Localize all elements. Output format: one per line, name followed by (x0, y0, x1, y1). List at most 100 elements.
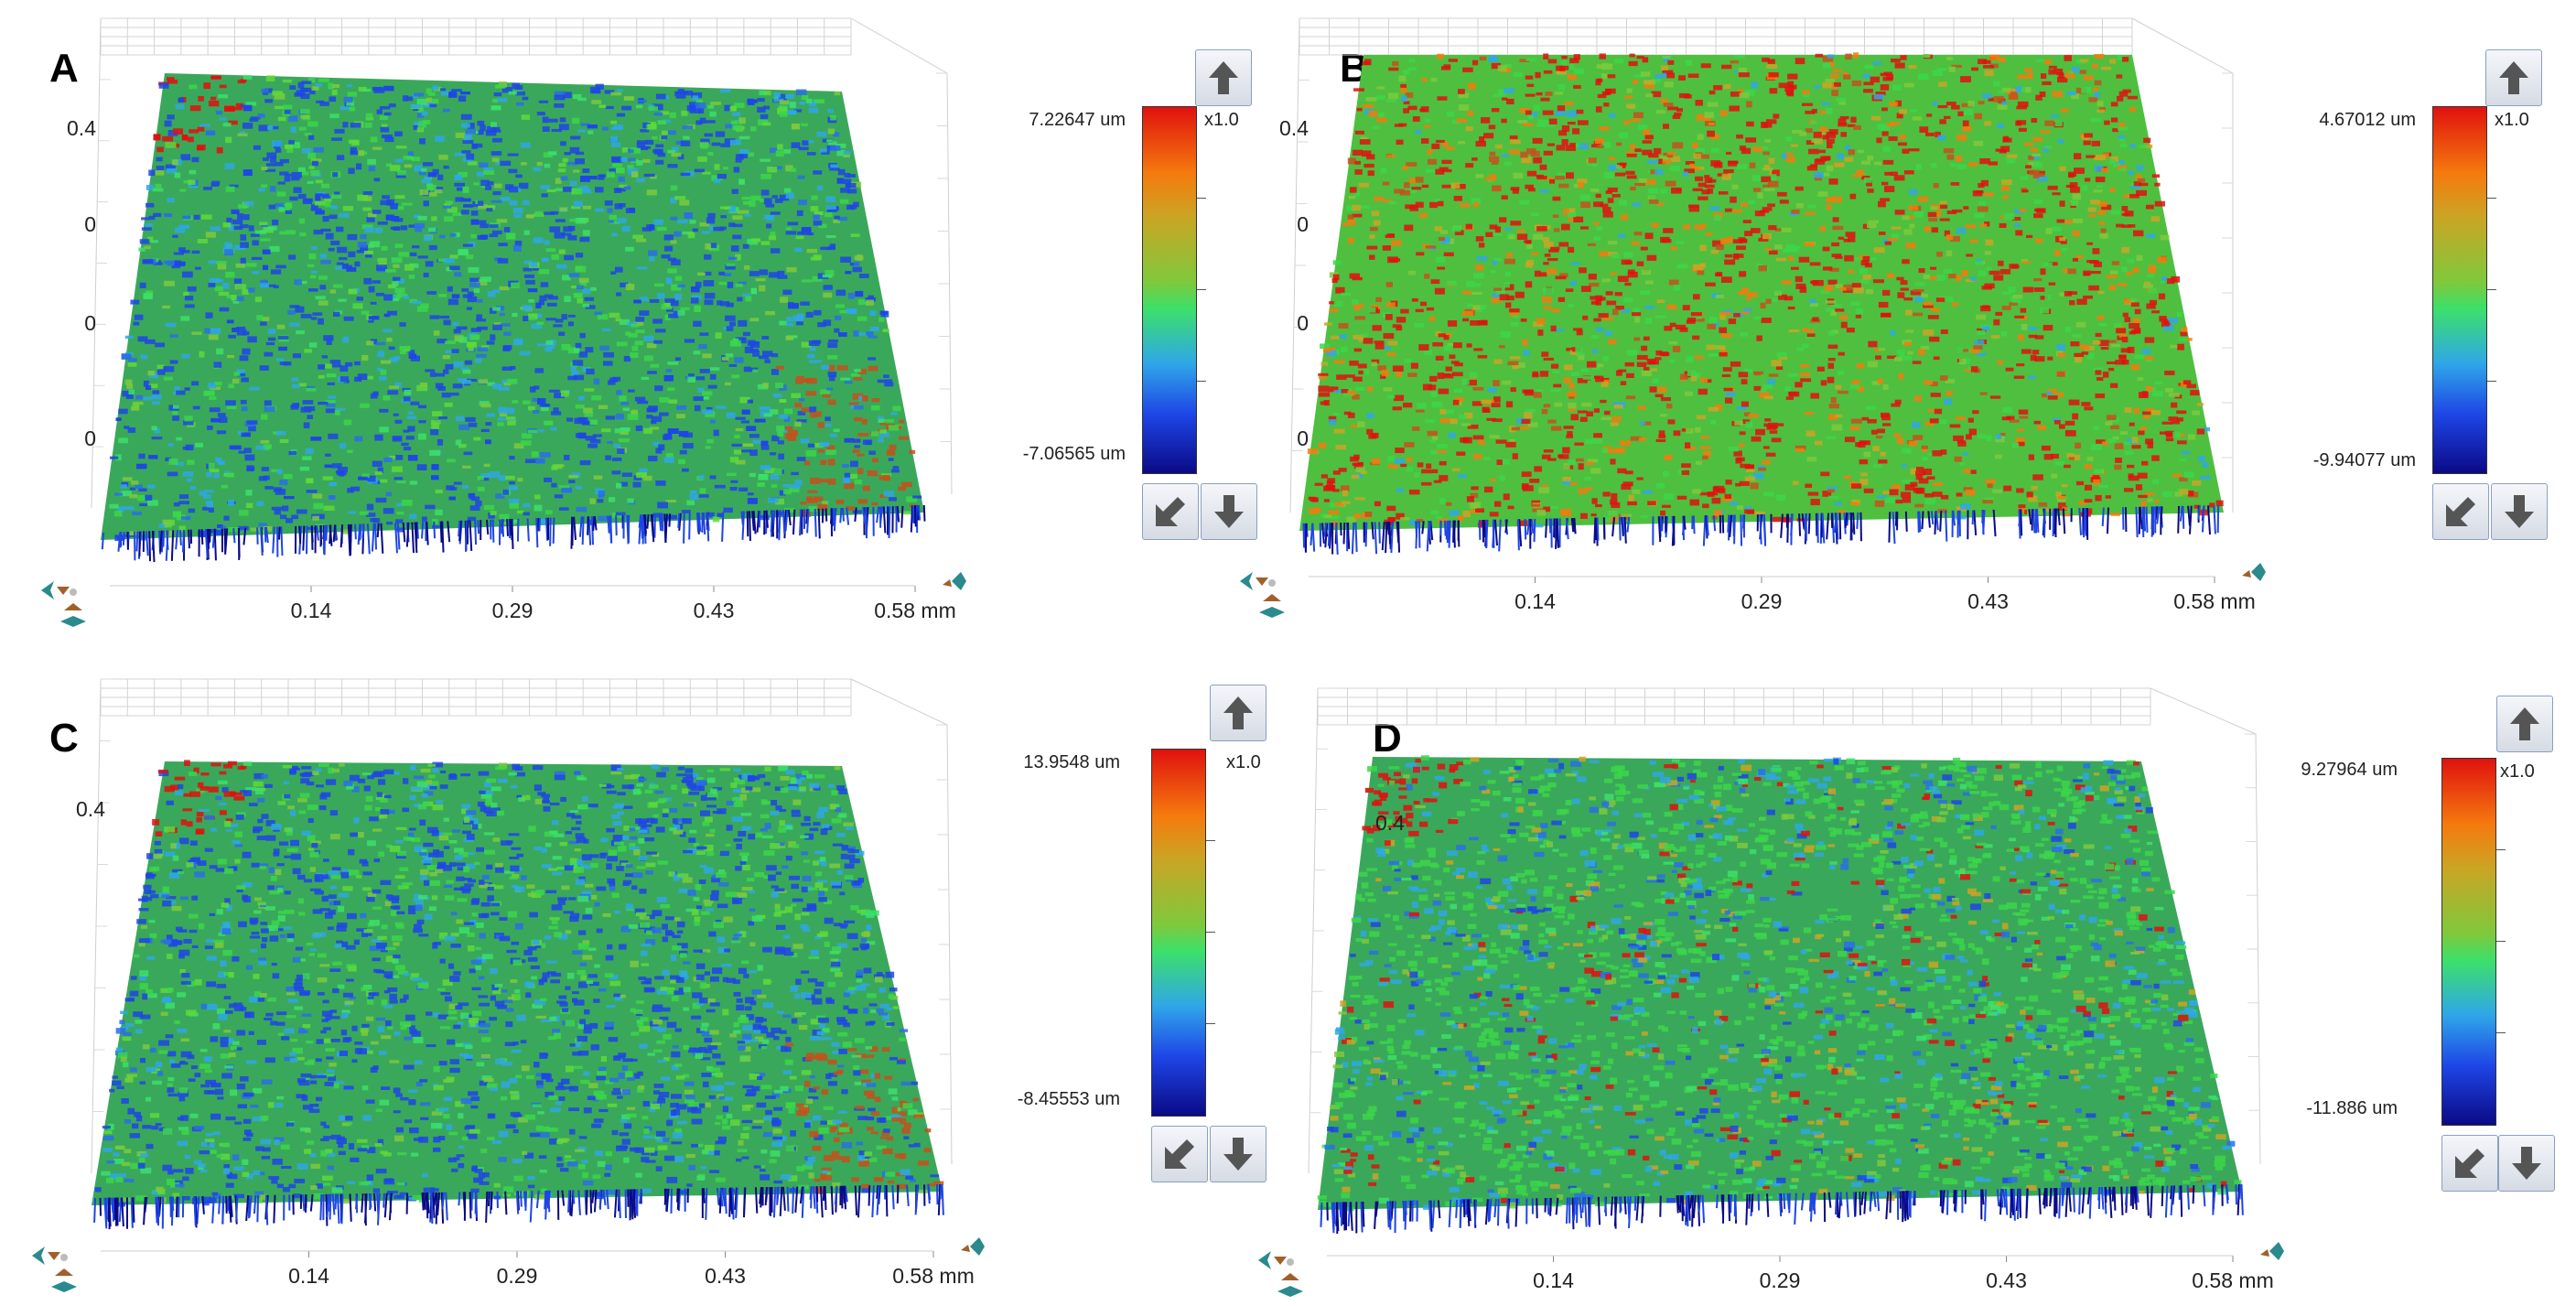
scale-up-button[interactable] (2485, 49, 2542, 106)
scale-reset-button[interactable] (1151, 1126, 1208, 1182)
scale-tick (1197, 289, 1206, 290)
scale-tick (1197, 198, 1206, 199)
y-tick-label: 0.4 (76, 797, 105, 821)
surface-panel-c: C 0.14 0.29 0.43 0.58 mm 0.4 13.9548 um -8.4… (0, 652, 1281, 1292)
x-tick-label: 0.29 (497, 1264, 538, 1288)
x-tick-label: 0.43 (1986, 1268, 2027, 1292)
x-tick-label: 0.58 mm (892, 1264, 974, 1288)
navigation-gizmo-icon[interactable] (943, 572, 966, 590)
arrow-up-icon (2499, 61, 2528, 94)
x-axis: 0.14 0.29 0.43 0.58 mm (1309, 576, 2256, 613)
y-tick-label: 0 (84, 426, 96, 450)
x-tick-label: 0.58 mm (2192, 1268, 2273, 1292)
arrow-up-icon (1209, 61, 1238, 94)
height-scale: 7.22647 um -7.06565 um x1.0 (988, 46, 1318, 595)
panel-letter: C (49, 716, 79, 761)
surface-plot[interactable]: 0.14 0.29 0.43 0.58 mm 0.4 (1258, 652, 2297, 1297)
scale-tick (2487, 381, 2496, 382)
scale-multiplier: x1.0 (2495, 110, 2529, 130)
scale-max-label: 9.27964 um (2301, 760, 2398, 780)
scale-max-label: 13.9548 um (1023, 752, 1120, 772)
bounding-grid (91, 678, 953, 1174)
navigation-gizmo-icon[interactable] (2260, 1242, 2284, 1260)
front-edge-spikes (1320, 1183, 2244, 1235)
x-axis: 0.14 0.29 0.43 0.58 mm (101, 1250, 975, 1288)
height-surface (92, 760, 944, 1207)
arrow-down-left-icon (1165, 1139, 1194, 1169)
color-scale-bar (1142, 106, 1197, 474)
surface-panel-b: B 0.14 0.29 0.43 0.58 mm 0.4 0 0 0 4.67012 um -… (1240, 0, 2571, 641)
navigation-gizmo-icon[interactable] (1258, 1251, 1303, 1297)
scale-max-label: 7.22647 um (1029, 110, 1126, 130)
arrow-down-icon (2512, 1147, 2541, 1180)
scale-down-button[interactable] (2498, 1135, 2555, 1192)
scale-tick (1197, 381, 1206, 382)
height-surface (1299, 52, 2224, 531)
surface-plot[interactable]: 0.14 0.29 0.43 0.58 mm 0.4 (0, 652, 1007, 1292)
color-scale-bar (2441, 758, 2496, 1126)
y-tick-label: 0 (1297, 212, 1309, 236)
color-scale-bar (2432, 106, 2487, 474)
x-tick-label: 0.29 (1741, 589, 1783, 613)
bounding-grid (1308, 687, 2261, 1174)
height-surface (1317, 755, 2242, 1212)
navigation-gizmo-icon[interactable] (32, 1247, 77, 1292)
x-tick-label: 0.43 (1967, 589, 2009, 613)
scale-multiplier: x1.0 (1204, 110, 1239, 130)
front-edge-spikes (1302, 505, 2220, 555)
height-scale: 4.67012 um -9.94077 um x1.0 (2279, 46, 2576, 595)
scale-reset-button[interactable] (1142, 483, 1199, 540)
arrow-up-icon (2510, 707, 2539, 740)
height-surface (101, 73, 924, 542)
navigation-gizmo-icon[interactable] (2242, 563, 2266, 581)
scale-tick (2487, 198, 2496, 199)
navigation-gizmo-icon[interactable] (961, 1237, 985, 1256)
arrow-down-icon (1214, 495, 1244, 528)
scale-tick (1206, 932, 1215, 933)
scale-reset-button[interactable] (2441, 1135, 2498, 1192)
panel-letter: A (49, 46, 79, 91)
y-tick-label: 0 (84, 311, 96, 335)
arrow-down-icon (1223, 1138, 1253, 1171)
x-tick-label: 0.14 (1514, 589, 1556, 613)
x-tick-label: 0.14 (288, 1264, 329, 1288)
y-tick-label: 0 (1297, 311, 1309, 335)
scale-multiplier: x1.0 (2500, 761, 2535, 782)
scale-min-label: -11.886 um (2306, 1098, 2398, 1118)
x-tick-label: 0.29 (492, 599, 534, 622)
scale-tick (2487, 289, 2496, 290)
scale-down-button[interactable] (1210, 1126, 1266, 1182)
scale-reset-button[interactable] (2432, 483, 2489, 540)
scale-tick (2496, 849, 2506, 850)
arrow-down-left-icon (1156, 497, 1185, 526)
x-tick-label: 0.58 mm (874, 599, 955, 622)
navigation-gizmo-icon[interactable] (1240, 572, 1285, 618)
scale-tick (2496, 941, 2506, 942)
scale-tick (2496, 1032, 2506, 1033)
navigation-gizmo-icon[interactable] (41, 581, 86, 627)
surface-plot[interactable]: 0.14 0.29 0.43 0.58 mm 0.4 0 0 0 (1240, 0, 2297, 641)
scale-min-label: -9.94077 um (2312, 450, 2416, 470)
scale-min-label: -8.45553 um (1017, 1089, 1120, 1109)
arrow-up-icon (1223, 696, 1253, 729)
scale-tick (1206, 840, 1215, 841)
scale-down-button[interactable] (2491, 483, 2548, 540)
scale-up-button[interactable] (1210, 685, 1266, 741)
scale-up-button[interactable] (1195, 49, 1252, 106)
front-edge-spikes (93, 1183, 944, 1230)
arrow-down-left-icon (2455, 1149, 2484, 1178)
y-tick-label: 0.4 (1279, 116, 1309, 140)
y-tick-label: 0 (1297, 426, 1309, 450)
x-tick-label: 0.29 (1760, 1268, 1801, 1292)
scale-down-button[interactable] (1201, 483, 1257, 540)
x-axis: 0.14 0.29 0.43 0.58 mm (1327, 1255, 2274, 1292)
x-tick-label: 0.14 (291, 599, 332, 622)
scale-max-label: 4.67012 um (2319, 110, 2416, 130)
height-scale: 13.9548 um -8.45553 um x1.0 (988, 670, 1318, 1219)
bounding-grid (91, 17, 953, 509)
x-tick-label: 0.43 (694, 599, 735, 622)
arrow-down-icon (2505, 495, 2534, 528)
arrow-down-left-icon (2446, 497, 2475, 526)
surface-plot[interactable]: 0.14 0.29 0.43 0.58 mm 0.4 0 0 0 (0, 0, 1007, 641)
scale-up-button[interactable] (2496, 696, 2553, 752)
